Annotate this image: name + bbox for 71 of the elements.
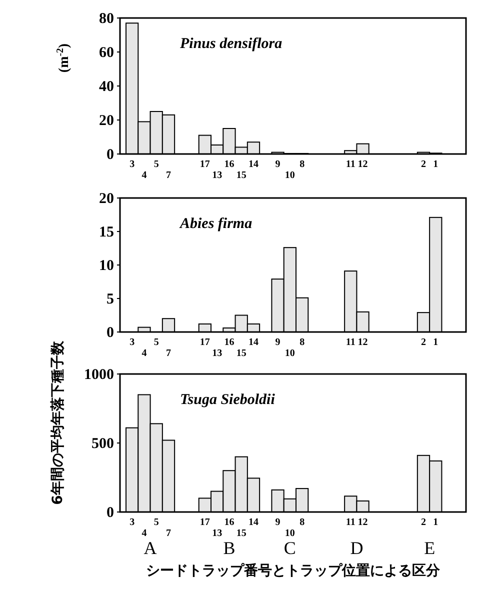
x-tick-label: 4 [142,348,147,359]
x-tick-label: 16 [224,159,234,170]
x-tick-label: 14 [248,159,258,170]
x-axis-title: シードトラップ番号とトラップ位置による区分 [146,562,441,579]
x-tick-label: 2 [421,517,426,528]
y-tick-label: 60 [99,45,114,61]
text: B [223,538,236,558]
x-tick-label: 3 [130,337,135,348]
x-tick-label: 8 [300,337,305,348]
text: Pinus densiflora [180,36,283,52]
x-tick-label: 15 [236,528,246,539]
x-tick-label: 1 [433,517,438,528]
text: E [424,538,436,558]
y-tick-label: 80 [99,11,114,27]
x-tick-label: 10 [284,170,295,181]
x-tick-label: 10 [284,348,295,359]
x-tick-label: 9 [275,337,280,348]
x-tick-label: 10 [284,528,295,539]
y-tick-label: 1000 [84,367,114,383]
x-tick-label: 13 [212,170,222,181]
x-tick-label: 4 [142,528,147,539]
y-tick-label: 5 [106,292,114,308]
x-tick-label: 9 [275,159,280,170]
x-tick-label: 7 [166,170,171,181]
x-tick-label: 12 [358,337,368,348]
x-tick-label: 17 [200,159,210,170]
x-tick-label: 1 [433,337,438,348]
x-tick-label: 13 [212,528,222,539]
x-tick-label: 3 [130,517,135,528]
x-tick-label: 11 [346,159,356,170]
x-tick-label: 17 [200,517,210,528]
x-tick-label: 14 [248,337,258,348]
x-tick-label: 3 [130,159,135,170]
x-tick-label: 14 [248,517,258,528]
x-tick-label: 5 [154,337,159,348]
y-tick-label: 0 [106,505,114,521]
x-tick-label: 2 [421,159,426,170]
y-tick-label: 20 [99,191,114,207]
x-tick-label: 7 [166,348,171,359]
x-tick-label: 11 [346,337,356,348]
x-tick-label: 8 [300,517,305,528]
x-tick-label: 5 [154,159,159,170]
x-tick-label: 1 [433,159,438,170]
y-tick-label: 0 [106,325,114,341]
y-tick-label: 0 [106,147,114,163]
x-tick-label: 7 [166,528,171,539]
x-tick-label: 2 [421,337,426,348]
y-tick-label: 10 [99,258,114,274]
x-tick-label: 4 [142,170,147,181]
y-axis-title: 6年間の平均年落下種子数 [50,340,66,505]
text: Tsuga Sieboldii [180,392,276,408]
x-tick-label: 9 [275,517,280,528]
y-tick-label: 15 [99,224,114,240]
x-tick-label: 15 [236,348,246,359]
x-tick-label: 8 [300,159,305,170]
x-tick-label: 13 [212,348,222,359]
text: C [284,538,296,558]
y-tick-label: 20 [99,113,114,129]
text: D [350,538,364,558]
x-tick-label: 15 [236,170,246,181]
y-tick-label: 500 [92,436,114,452]
x-tick-label: 16 [224,517,234,528]
text: A [144,538,157,558]
x-tick-label: 17 [200,337,210,348]
x-tick-label: 16 [224,337,234,348]
text: Abies firma [179,216,253,232]
x-tick-label: 5 [154,517,159,528]
x-tick-label: 11 [346,517,356,528]
y-tick-label: 40 [99,79,114,95]
x-tick-label: 12 [358,159,368,170]
x-tick-label: 12 [358,517,368,528]
